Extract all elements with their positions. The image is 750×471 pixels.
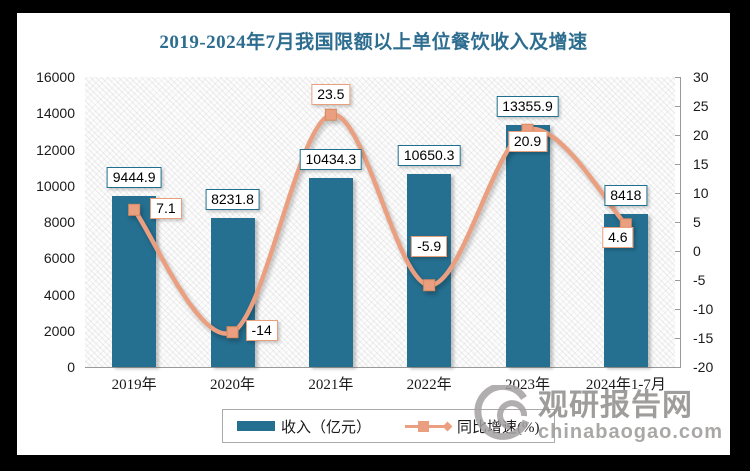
right-axis-tick-label: 0 [693,243,701,259]
right-axis-tick-label: 30 [693,69,709,85]
left-axis-tick-label: 2000 [43,322,75,339]
right-axis-tick-mark [675,77,680,78]
right-axis-tick-label: 15 [693,156,709,172]
right-axis-tick-mark [675,251,680,252]
right-axis-tick-mark [675,338,680,339]
revenue-value-label: 9444.9 [106,166,162,188]
revenue-bar [112,195,157,367]
right-axis-tick-label: 5 [693,214,701,230]
x-axis-category-label: 2022年 [406,377,452,393]
x-axis-category-label: 2019年 [111,377,157,393]
right-axis-tick-label: -5 [693,272,706,288]
growth-value-label: -5.9 [411,236,448,258]
x-axis-category-label: 2021年 [308,377,354,393]
right-axis-tick-mark [675,135,680,136]
left-axis-tick-label: 4000 [43,286,75,303]
left-axis-tick-label: 6000 [43,250,75,267]
right-axis-tick-mark [675,193,680,194]
x-axis-category-label: 2020年 [209,377,256,393]
revenue-bar-swatch-icon [237,421,275,431]
revenue-value-label: 8418 [604,185,648,207]
revenue-value-label: 13355.9 [496,95,559,117]
right-axis-tick-label: 20 [693,127,709,143]
legend-revenue-label: 收入（亿元） [281,419,372,436]
revenue-value-label: 10650.3 [397,144,461,166]
growth-value-label: 7.1 [150,197,182,219]
right-axis-tick-mark [675,367,680,368]
growth-value-label: 4.6 [602,227,634,249]
chart-panel: 2019-2024年7月我国限额以上单位餐饮收入及增速 16000 14000 12… [17,13,730,455]
right-axis-tick-mark [675,222,680,223]
right-axis-tick-label: 25 [693,98,709,114]
legend-item-growth: 同比增速(%) [405,416,540,437]
right-axis-tick-mark [675,106,680,107]
right-y-axis-line [680,77,681,368]
right-axis-tick-mark [675,164,680,165]
right-axis-tick-label: 10 [693,185,709,201]
x-axis-category-label: 2024年1-7月 [585,377,666,393]
revenue-bar [308,177,353,367]
revenue-bar [505,124,550,367]
plot-area [85,77,675,367]
legend-growth-label: 同比增速(%) [457,419,540,436]
right-axis-tick-label: -15 [693,330,714,346]
revenue-value-label: 8231.8 [205,188,260,210]
left-axis-tick-label: 8000 [43,214,75,230]
revenue-value-label: 10434.3 [299,148,363,170]
legend-item-revenue: 收入（亿元） [237,416,371,437]
x-axis-line [85,367,680,368]
watermark-site-domain: chinabaogao.com [538,420,724,443]
right-axis-tick-mark [675,309,680,310]
right-axis-tick-mark [675,280,680,281]
revenue-bar [407,173,452,367]
right-axis-tick-label: -20 [693,359,714,375]
revenue-bar [210,217,255,367]
left-axis-tick-label: 12000 [36,141,75,158]
chart-legend: 收入（亿元） 同比增速(%) [222,409,555,443]
growth-value-label: 23.5 [311,83,351,105]
x-axis-category-label: 2023年 [504,377,551,393]
growth-line-swatch-icon [405,420,453,433]
left-axis-tick-label: 16000 [36,69,75,85]
left-axis-tick-label: 0 [67,359,75,375]
left-axis-tick-label: 14000 [36,105,75,122]
chart-title: 2019-2024年7月我国限额以上单位餐饮收入及增速 [159,32,588,53]
growth-value-label: -14 [245,320,278,342]
watermark-site-name: 观研报告网 [538,388,693,422]
left-axis-tick-label: 10000 [36,177,75,194]
right-axis-tick-label: -10 [693,301,714,317]
growth-value-label: 20.9 [507,130,548,152]
